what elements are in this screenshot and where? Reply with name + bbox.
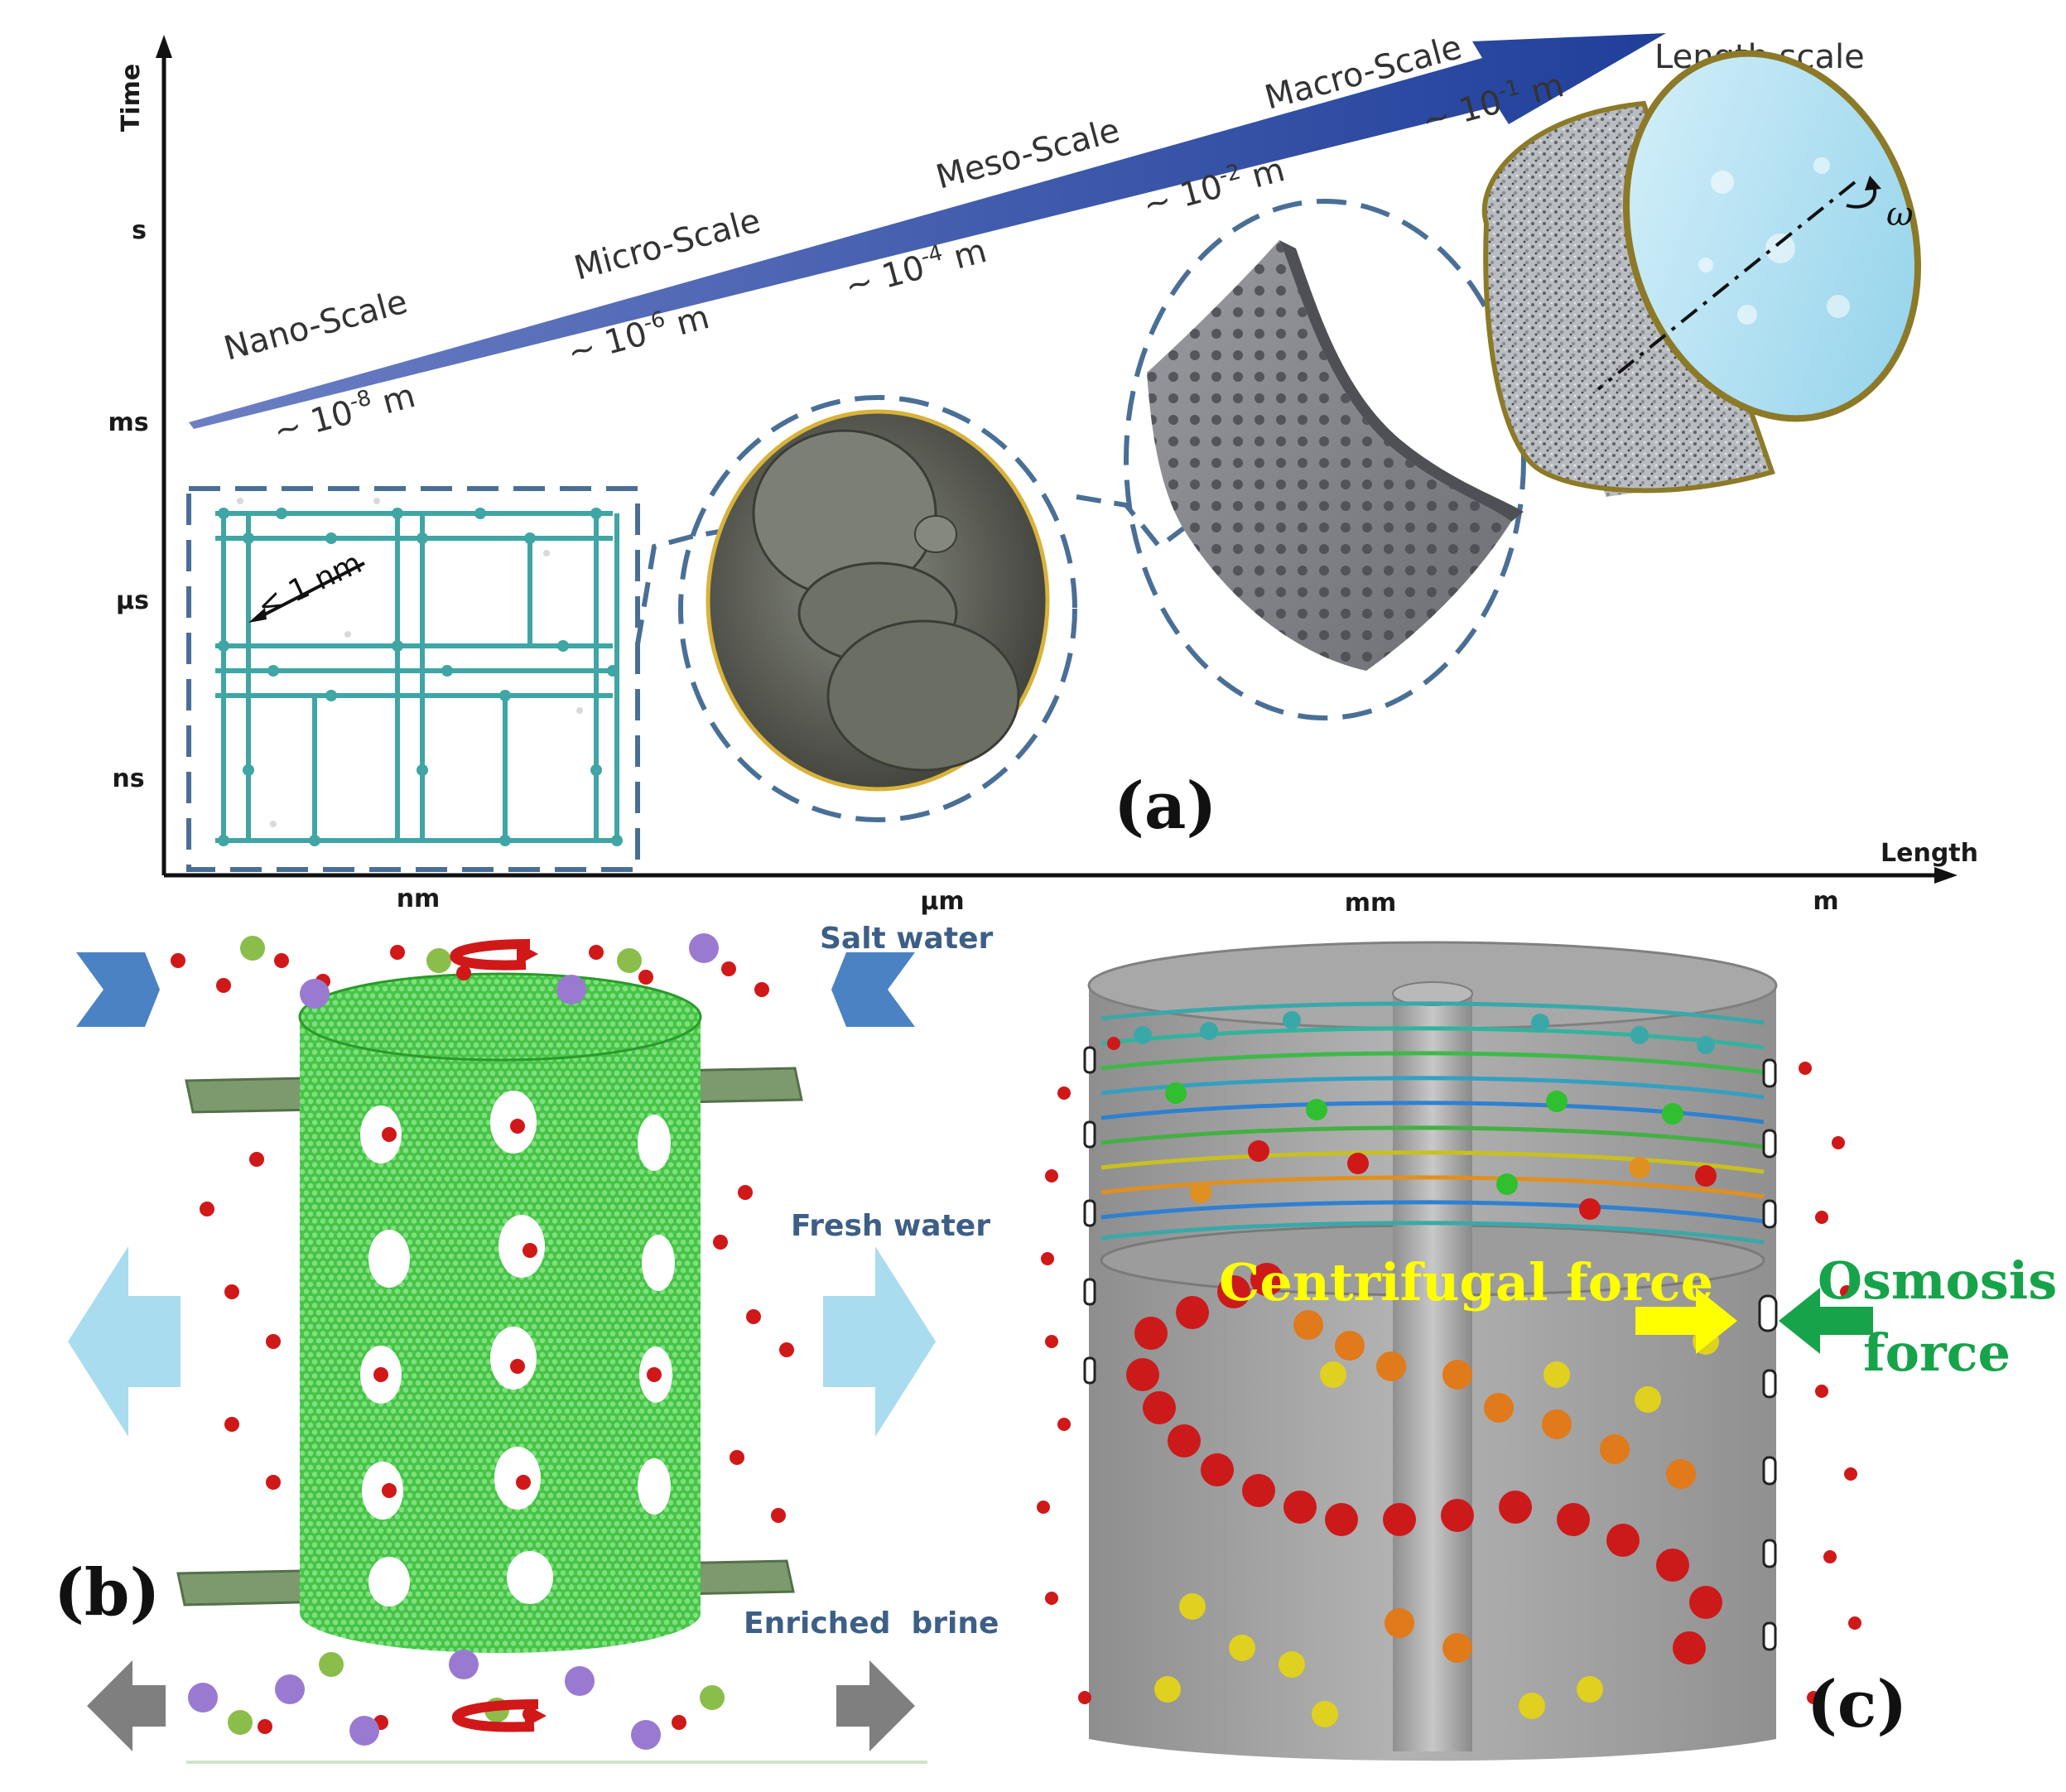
osmosis-force-arrow-icon [1779,1288,1873,1354]
x-tick-nm: nm [397,884,441,913]
centrifugal-force-label: Centrifugal force [1219,1252,1713,1313]
y-tick-ms: ms [108,408,148,437]
y-tick-s: s [132,216,147,245]
fresh-water-out-left-icon [68,1246,181,1437]
membrane-pores [1083,1046,1778,1651]
streamlines-upper [1100,1001,1765,1245]
centrifugal-force-arrow-icon [1635,1288,1737,1354]
length-scale-arrow [189,33,1666,429]
y-tick-ns: ns [112,764,144,793]
particles-lower [1037,1037,1861,1727]
carbon-nanotube [298,972,702,1653]
panel-b: Salt water Fresh water Enriched brine (b… [54,922,999,1764]
y-tick-us: µs [116,586,149,615]
salt-water-inflow-left-icon [76,952,160,1027]
brine-out-right-icon [836,1660,915,1751]
rotation-arrow-top-icon [450,939,531,971]
pore-size-pointer [254,561,365,621]
y-axis-title: Time [117,64,146,132]
panel-c-letter: (c) [1807,1667,1907,1742]
fresh-water-out-right-icon [823,1246,936,1437]
scale-label-nano: Nano-Scale [220,282,412,368]
x-tick-um: µm [920,887,964,916]
graphene-nanosheet: < 1 nm [186,486,640,872]
panel-b-letter: (b) [54,1555,160,1631]
particles-upper [1134,1011,1717,1220]
x-axis-title: Length [1881,839,1978,868]
fresh-water-label: Fresh water [791,1209,990,1243]
brine-out-left-icon [87,1660,166,1751]
osmosis-force-label-line1: Osmosis [1818,1250,2057,1311]
x-tick-mm: mm [1345,889,1397,918]
centrifuge-cylinder [1087,941,1778,1761]
y-axis-arrowhead [156,35,172,58]
connector-nano-micro [635,519,775,645]
salt-water-inflow-right-icon [831,952,915,1027]
x-tick-m: m [1813,887,1838,916]
panel-a-letter: (a) [1114,768,1216,844]
panel-a: Time Length s ms µs ns nm µm mm m Length… [108,28,1978,918]
enriched-brine-label: Enriched brine [744,1607,999,1640]
water-molecules-b [171,945,794,1734]
meso-porous-slab [1124,199,1526,720]
sem-microparticle [678,395,1077,822]
omega-symbol: ω [1886,195,1914,234]
x-axis-arrowhead [1934,867,1958,884]
rotation-arrow-bottom-icon [452,1699,539,1732]
osmosis-force-label-line2: force [1863,1322,2011,1383]
salt-water-label: Salt water [820,922,993,956]
rotation-axis [1596,181,1857,391]
macro-porous-cylinder: ω [1481,50,1921,497]
panel-c: Centrifugal force Osmosis force (c) [1037,941,2057,1761]
magnitude-label-1e-1: ~ 10-1 m [1418,64,1568,141]
